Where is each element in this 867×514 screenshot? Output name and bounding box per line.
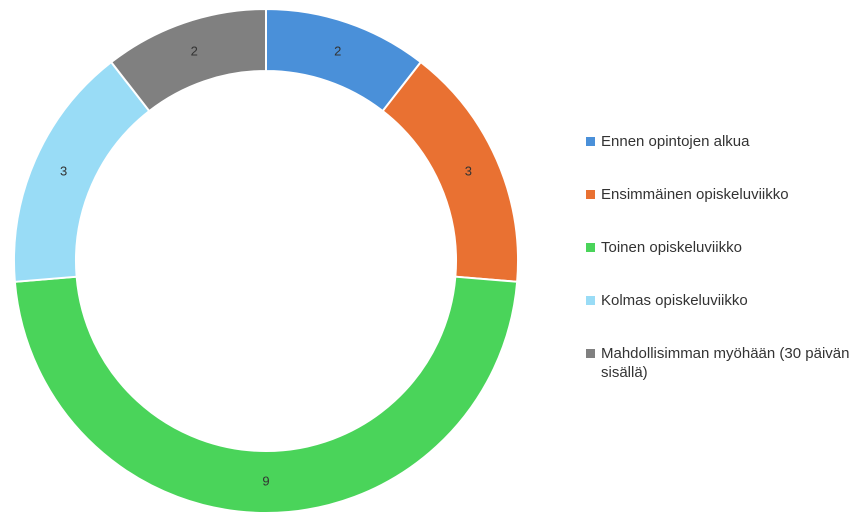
legend-swatch	[586, 137, 595, 146]
data-label: 3	[60, 164, 67, 179]
legend-label: Mahdollisimman myöhään (30 päivän sisäll…	[601, 345, 850, 381]
legend-item: Ennen opintojen alkua	[586, 132, 861, 151]
legend-item: Mahdollisimman myöhään (30 päivän sisäll…	[586, 344, 861, 382]
legend-swatch	[586, 296, 595, 305]
legend-swatch	[586, 243, 595, 252]
legend-item: Toinen opiskeluviikko	[586, 238, 861, 257]
donut-slice	[381, 60, 519, 283]
legend: Ennen opintojen alkua Ensimmäinen opiskel…	[586, 132, 861, 382]
legend-swatch	[586, 190, 595, 199]
data-label: 3	[465, 164, 472, 179]
data-label: 2	[334, 43, 341, 58]
legend-label: Kolmas opiskeluviikko	[601, 292, 748, 309]
legend-label: Ensimmäinen opiskeluviikko	[601, 186, 789, 203]
legend-label: Toinen opiskeluviikko	[601, 239, 742, 256]
legend-item: Kolmas opiskeluviikko	[586, 291, 861, 310]
legend-label: Ennen opintojen alkua	[601, 133, 750, 150]
donut-slice	[13, 60, 151, 283]
donut-slice	[13, 275, 519, 514]
donut-slice	[109, 7, 267, 113]
donut-area: 2 3 9 3 2	[13, 7, 519, 514]
legend-swatch	[586, 349, 595, 358]
data-label: 2	[191, 43, 198, 58]
legend-item: Ensimmäinen opiskeluviikko	[586, 185, 861, 204]
data-label: 9	[262, 473, 269, 488]
